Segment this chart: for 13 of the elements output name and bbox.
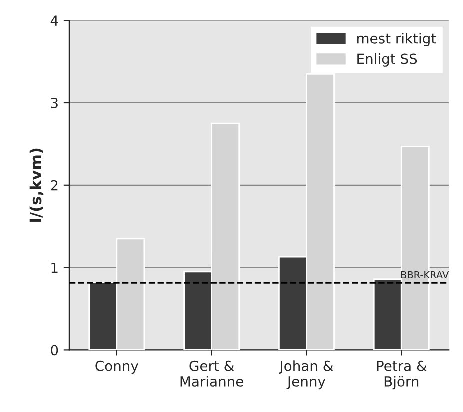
y-tick-label: 2 [51,180,58,191]
y-tick-label: 0 [51,345,58,356]
ref-line-label: BBR-KRAV [401,271,450,279]
legend-label: Enligt SS [358,53,418,67]
y-tick-label: 1 [52,262,58,274]
x-tick-label: Johan & Jenny [279,360,334,390]
legend-label: mest riktigt [358,33,436,47]
x-tick-label: Gert & Marianne [180,360,244,387]
y-axis-title: l/(s,kvm) [30,148,44,222]
x-tick-label: Conny [96,360,139,374]
y-tick-label: 4 [50,16,58,26]
x-tick-label: Petra & Björn [377,360,427,390]
y-tick-label: 3 [51,98,58,108]
